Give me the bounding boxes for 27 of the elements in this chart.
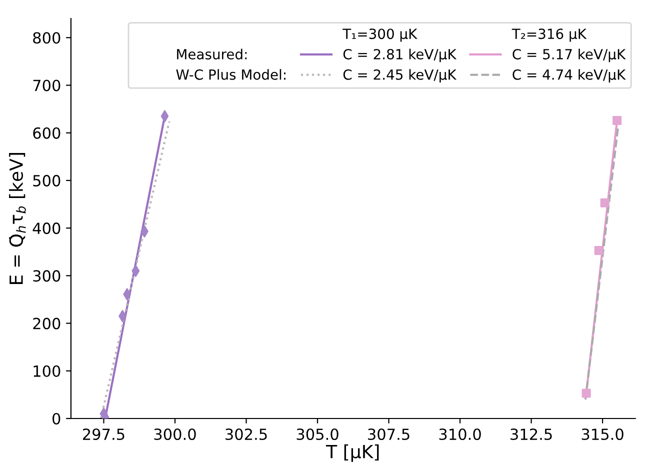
x-tick-label: 300.0: [154, 428, 196, 440]
annotation: W-C Plus Model:: [176, 69, 286, 80]
x-tick-label: 312.5: [510, 428, 552, 440]
y-tick-label: 600: [33, 127, 60, 139]
y-tick-label: 800: [33, 32, 60, 44]
legend-label: C = 4.74 keV/µK: [512, 69, 626, 83]
x-tick-label: 310.0: [439, 428, 481, 440]
x-tick-label: 315.0: [582, 428, 624, 440]
y-tick-label: 100: [34, 365, 60, 377]
y-tick-label: 0: [52, 412, 60, 425]
x-tick-label: 307.5: [368, 428, 410, 440]
x-tick-label: 297.5: [82, 428, 124, 440]
x-tick-label: 305.0: [296, 428, 338, 440]
y-tick-label: 200: [33, 318, 60, 330]
y-tick-label: 400: [32, 222, 60, 234]
y-tick-label: 700: [33, 80, 60, 92]
y-tick-label: 500: [33, 174, 60, 186]
legend-label: C = 2.45 keV/µK: [343, 69, 457, 83]
legend-label: C = 2.81 keV/µK: [343, 48, 457, 62]
y-tick-label: 300: [33, 270, 60, 282]
annotation: Measured:: [177, 48, 247, 60]
y-axis-title: E = Q̇$_{h}$τ$_{b}$ [keV]: [9, 153, 26, 284]
x-axis-title: T [µK]: [326, 444, 379, 462]
annotation: T₁=300 µK: [342, 28, 418, 42]
x-tick-label: 302.5: [226, 428, 267, 440]
legend-label: C = 5.17 keV/µK: [512, 48, 626, 62]
annotation: T₂=316 µK: [512, 28, 587, 42]
